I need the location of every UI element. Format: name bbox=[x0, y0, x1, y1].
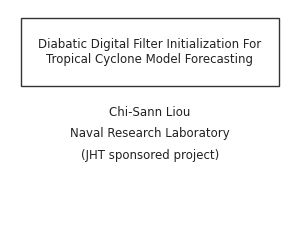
Text: Naval Research Laboratory: Naval Research Laboratory bbox=[70, 127, 230, 140]
FancyBboxPatch shape bbox=[21, 18, 279, 86]
Text: Chi-Sann Liou: Chi-Sann Liou bbox=[109, 106, 191, 119]
Text: (JHT sponsored project): (JHT sponsored project) bbox=[81, 149, 219, 162]
Text: Diabatic Digital Filter Initialization For
Tropical Cyclone Model Forecasting: Diabatic Digital Filter Initialization F… bbox=[38, 38, 262, 66]
